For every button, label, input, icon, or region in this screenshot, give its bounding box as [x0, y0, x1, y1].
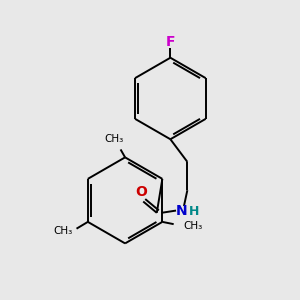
Text: O: O [135, 185, 147, 200]
Text: CH₃: CH₃ [184, 221, 203, 231]
Text: CH₃: CH₃ [53, 226, 73, 236]
Text: F: F [166, 35, 175, 49]
Text: CH₃: CH₃ [104, 134, 123, 144]
Text: H: H [189, 205, 199, 218]
Text: N: N [176, 204, 188, 218]
